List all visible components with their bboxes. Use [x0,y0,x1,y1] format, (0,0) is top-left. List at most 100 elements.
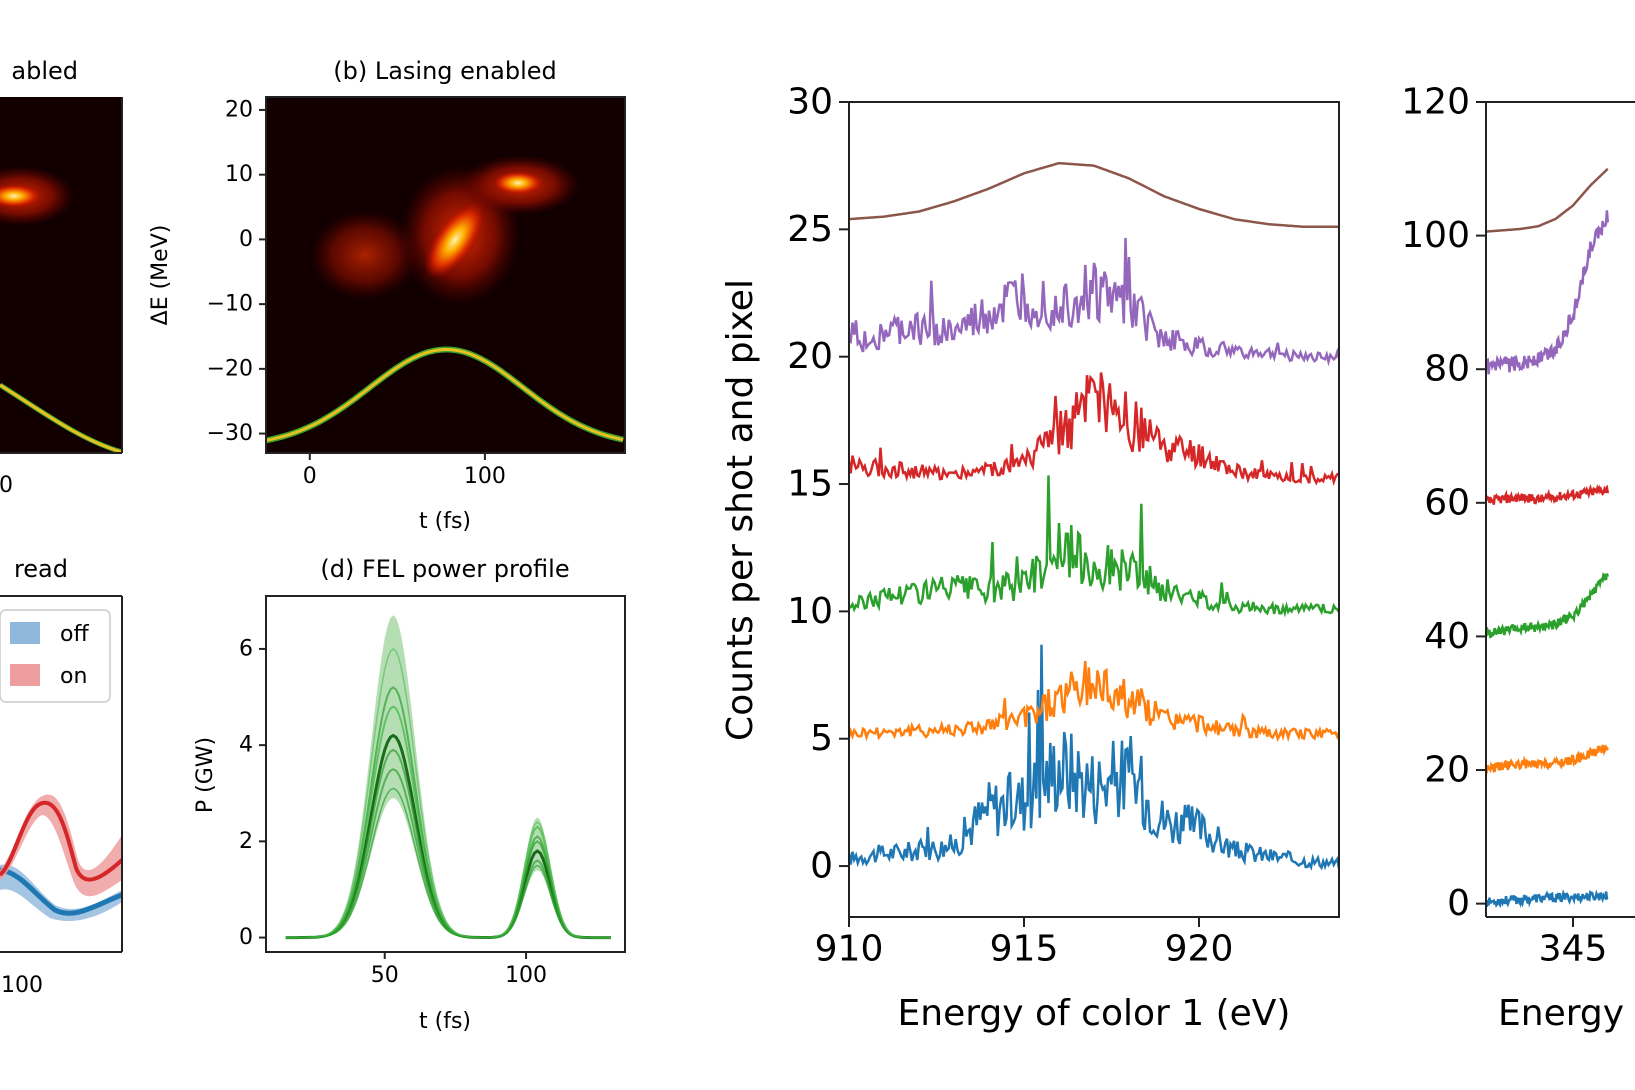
panel-e-xlabel: Energy of color 1 (eV) [898,993,1291,1034]
panel-b-y-tick-label: −10 [207,292,253,317]
panel-e-frame [848,101,1340,918]
panel-b-xlabel: t (fs) [419,509,471,534]
panel-b-y-tick-label: −30 [207,421,253,446]
panel-f: 120 100 80 60 40 20 0 345 Energy [1401,82,1635,1034]
panel-b-y-tick-label: 20 [225,97,253,122]
panel-e-series-green [849,475,1339,618]
panel-e-y-tick-label: 5 [810,718,833,759]
panel-e-yticks: 30 25 20 15 10 5 0 [787,82,849,887]
panel-b-xticks: 0 100 [303,453,506,489]
panel-b-heat-left [310,210,420,300]
panel-e-lines [849,161,1339,871]
panel-d-y-tick-label: 4 [239,733,253,758]
panel-e-series-brown [849,161,1339,229]
panel-e-x-tick-label: 915 [990,929,1059,970]
panel-e-ylabel: Counts per shot and pixel [720,279,761,741]
panel-e-x-tick-label: 910 [815,929,884,970]
panel-d-series-line [285,686,611,939]
panel-d-x-tick-label: 100 [505,963,547,988]
panel-d-title: (d) FEL power profile [320,555,569,583]
panel-f-series-brown [1486,167,1609,233]
panel-b-y-tick-label: 10 [225,162,253,187]
legend-off-label: off [60,622,89,647]
panel-e-y-tick-label: 10 [787,591,833,632]
panel-c: read off on 100 [0,555,123,998]
panel-f-xlabel: Energy [1498,993,1624,1034]
legend-on-swatch [10,664,40,686]
panel-f-yticks: 120 100 80 60 40 20 0 [1401,82,1486,924]
panel-f-lines [1486,167,1610,909]
panel-f-series-blue [1486,889,1609,909]
panel-e-y-tick-label: 0 [810,846,833,887]
panel-d-y-tick-label: 6 [239,636,253,661]
panel-d-band [285,615,611,938]
panel-e-series-red [849,372,1339,487]
legend-off-swatch [10,622,40,644]
panel-f-y-tick-label: 40 [1424,616,1470,657]
panel-f-y-tick-label: 80 [1424,349,1470,390]
panel-f-y-tick-label: 20 [1424,750,1470,791]
panel-f-series-orange [1486,744,1609,775]
panel-b-x-tick-label: 100 [464,464,506,489]
panel-d-series-line [285,647,611,939]
panel-f-series-purple [1486,210,1610,375]
panel-a-title: abled [11,57,78,85]
panel-d-xticks: 50 100 [371,952,547,988]
panel-c-off-line [0,867,122,916]
panel-d-series-line [285,705,611,939]
panel-a: abled 0 [0,57,123,498]
panel-b-title: (b) Lasing enabled [333,57,557,85]
panel-e-y-tick-label: 15 [787,464,833,505]
panel-d-series-line [285,768,611,939]
panel-d-xlabel: t (fs) [419,1009,471,1034]
panel-a-yellow-curve [0,383,122,453]
panel-a-heat-core [0,184,42,208]
panel-d-lines [285,647,611,940]
panel-f-series-red [1486,483,1610,505]
panel-c-on-line [0,800,122,882]
legend-on-label: on [60,664,87,689]
panel-b-yellow-curve [266,348,624,442]
panel-e-y-tick-label: 20 [787,336,833,377]
panel-b-y-tick-label: −20 [207,356,253,381]
panel-e-series-blue [849,644,1339,871]
panel-e-y-tick-label: 30 [787,82,833,123]
panel-e-series-orange [849,660,1339,743]
panel-b-x-tick-label: 0 [303,464,317,489]
panel-f-y-tick-label: 100 [1401,215,1470,256]
panel-d-yticks: 6 4 2 0 [239,636,266,950]
panel-d-series-line [285,748,611,939]
panel-d-series-line [285,733,611,940]
panel-e-y-tick-label: 25 [787,209,833,250]
panel-f-y-tick-label: 60 [1424,482,1470,523]
panel-d-y-tick-label: 2 [239,829,253,854]
panel-b-heat-peak [492,171,544,195]
panel-d-ylabel: P (GW) [193,737,218,813]
panel-f-series-green [1486,572,1610,639]
panel-e-x-tick-label: 920 [1165,929,1234,970]
panel-b-heat-core [424,201,486,279]
panel-a-xtick: 0 [0,473,13,498]
panel-c-xtick: 100 [1,973,43,998]
panel-e-series-purple [849,237,1339,367]
panel-f-xticks: 345 [1539,917,1608,970]
panel-c-on-band [0,794,122,897]
panel-d-y-tick-label: 0 [239,925,253,950]
panel-d-frame [265,595,626,953]
panel-b-frame [265,96,626,454]
panel-e: 30 25 20 15 10 5 0 910 915 920 Counts per shot a… [720,82,1340,1034]
panel-d-series-line [285,787,611,939]
panel-f-y-tick-label: 120 [1401,82,1470,123]
panel-b-ylabel: ΔE (MeV) [148,225,173,326]
panel-a-heatmap-bg [0,97,122,453]
panel-f-y-tick-label: 0 [1447,883,1470,924]
panel-d-x-tick-label: 50 [371,963,399,988]
panel-b-yticks: 20 10 0 −10 −20 −30 [207,97,266,446]
panel-f-x-tick-label: 345 [1539,929,1608,970]
panel-e-xticks: 910 915 920 [815,917,1234,970]
panel-b-y-tick-label: 0 [239,227,253,252]
panel-c-title: read [14,555,68,583]
